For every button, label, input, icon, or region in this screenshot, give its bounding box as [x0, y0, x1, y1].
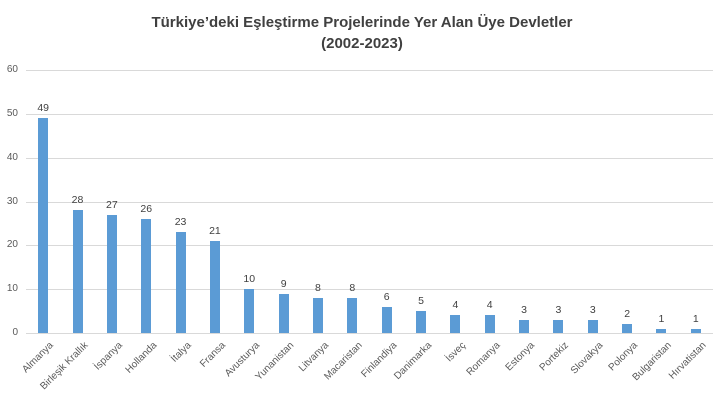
y-tick-label: 40: [6, 151, 18, 163]
y-gridline: [26, 333, 713, 334]
bar-4: [175, 232, 186, 333]
bar-value-label: 2: [624, 308, 631, 321]
bar-value-label: 27: [106, 198, 118, 211]
bar-value-label: 3: [555, 303, 562, 316]
bar-0: [38, 118, 49, 333]
y-gridline: [26, 201, 713, 203]
x-category-label: Romanya: [464, 340, 503, 379]
bar-8: [312, 297, 323, 333]
x-category-label: Polonya: [606, 340, 640, 374]
bar-value-label: 23: [174, 216, 187, 229]
y-tick-label: 50: [6, 107, 18, 119]
chart-title-line2: (2002-2023): [321, 35, 403, 52]
bar-5: [209, 240, 220, 333]
y-gridline: [26, 113, 713, 115]
bar-value-label: 21: [209, 224, 221, 237]
bar-value-label: 8: [315, 281, 321, 294]
x-category-label: İtalya: [168, 340, 194, 365]
bar-3: [141, 219, 152, 333]
bar-12: [450, 315, 461, 333]
x-category-label: Hollanda: [123, 340, 160, 376]
x-category-label: Portekiz: [537, 340, 572, 374]
y-tick-label: 20: [6, 239, 18, 251]
x-category-label: Hırvatistan: [667, 340, 709, 382]
y-gridline: [26, 157, 713, 159]
y-tick-label: 0: [12, 327, 18, 338]
y-gridline: [26, 70, 713, 71]
bar-value-label: 49: [37, 102, 50, 115]
bar-value-label: 4: [486, 299, 493, 312]
bar-value-label: 1: [658, 312, 665, 325]
bar-19: [690, 328, 701, 333]
bar-value-label: 8: [349, 281, 356, 294]
bar-2: [106, 214, 117, 333]
bar-value-label: 10: [243, 273, 256, 286]
x-category-label: Estonya: [503, 340, 537, 374]
bar-value-label: 1: [692, 312, 699, 325]
bar-13: [484, 315, 495, 333]
bar-15: [553, 319, 564, 333]
bar-1: [72, 210, 83, 333]
chart-title: Türkiye’deki Eşleştirme Projelerinde Yer…: [0, 12, 724, 54]
bar-value-label: 4: [452, 299, 459, 312]
y-tick-label: 30: [6, 195, 18, 207]
bar-value-label: 28: [71, 194, 84, 207]
x-category-label: Fransa: [197, 340, 228, 370]
bar-6: [244, 289, 255, 333]
x-category-label: Litvanya: [296, 340, 331, 375]
chart-title-line1: Türkiye’deki Eşleştirme Projelerinde Yer…: [151, 14, 573, 31]
bar-value-label: 6: [383, 290, 390, 303]
bar-value-label: 26: [140, 203, 153, 216]
bar-11: [416, 311, 427, 333]
x-category-label: Slovakya: [569, 340, 606, 377]
bar-value-label: 3: [589, 303, 596, 316]
bar-17: [622, 324, 633, 333]
y-tick-label: 10: [6, 283, 18, 295]
bar-value-label: 5: [418, 295, 424, 308]
x-category-label: İspanya: [92, 340, 125, 373]
bar-9: [347, 297, 358, 333]
x-category-label: İsveç: [443, 340, 469, 365]
x-category-label: Almanya: [20, 340, 56, 376]
y-gridline: [26, 289, 713, 291]
bar-14: [519, 319, 530, 333]
bar-18: [656, 328, 667, 333]
bar-value-label: 3: [521, 303, 527, 316]
bar-7: [278, 293, 289, 333]
y-gridline: [26, 245, 713, 247]
bar-value-label: 9: [280, 277, 287, 290]
bar-16: [587, 319, 598, 333]
bar-10: [381, 306, 392, 333]
y-tick-label: 60: [6, 64, 18, 75]
